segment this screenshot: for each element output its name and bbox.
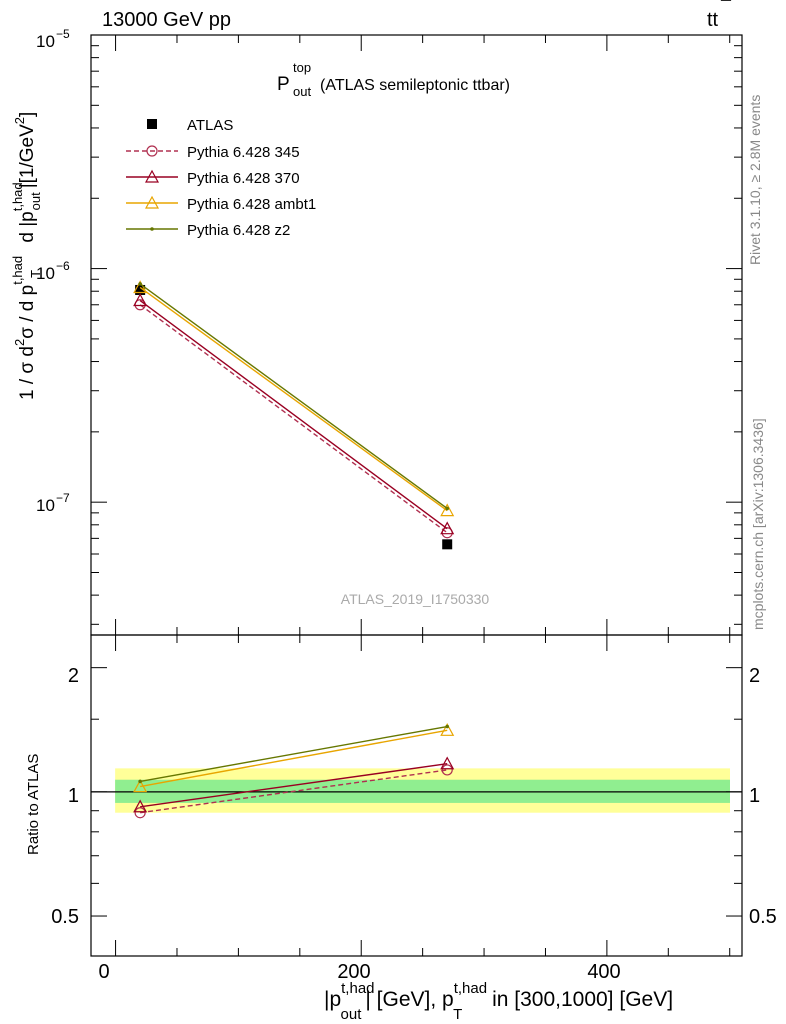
axis-ticks <box>91 34 742 956</box>
series-3-main-point <box>133 280 148 294</box>
svg-text:10: 10 <box>36 264 55 283</box>
series-4-main-point <box>445 506 450 511</box>
series-4-main-line <box>139 283 448 510</box>
series-3-ratio-point <box>440 723 455 736</box>
series-2-ratio-point <box>133 799 148 813</box>
svg-text:−6: −6 <box>56 259 70 273</box>
ratio-y-tick-label-right: 2 <box>749 665 760 687</box>
ratio-plot-frame <box>90 634 743 957</box>
svg-text:top: top <box>293 60 311 75</box>
series-3-main-point <box>440 503 455 517</box>
series-4-ratio-point <box>138 779 142 784</box>
series-2-ratio-line <box>140 763 448 808</box>
series-1-ratio-line <box>140 769 448 814</box>
legend-marker <box>144 169 160 183</box>
svg-text:¯: ¯ <box>720 0 732 18</box>
legend-label-370: Pythia 6.428 370 <box>187 170 300 187</box>
legend-marker <box>147 119 157 129</box>
legend-marker <box>150 227 154 231</box>
series-4-ratio-line <box>140 725 448 783</box>
svg-text:10: 10 <box>36 32 55 51</box>
collision-label: 13000 GeV pp <box>102 9 231 31</box>
series-2-main-point <box>133 293 148 307</box>
process-label: tt ¯ <box>707 0 732 31</box>
legend-label-z2: Pythia 6.428 z2 <box>187 222 290 239</box>
series-1-ratio-point <box>134 807 146 819</box>
analysis-watermark: ATLAS_2019_I1750330 <box>341 591 490 607</box>
svg-text:−7: −7 <box>56 491 70 505</box>
svg-text:out: out <box>293 84 311 99</box>
main-y-axis-title: 1 / σ d2σ / d pt,had T d |pt,had out|[1/Ge… <box>10 112 43 400</box>
series-0-main-point <box>442 539 453 550</box>
svg-text:(ATLAS semileptonic ttbar): (ATLAS semileptonic ttbar) <box>320 77 510 94</box>
legend-label-345: Pythia 6.428 345 <box>187 144 300 161</box>
x-tick-label: 0 <box>98 961 109 983</box>
ratio-y-axis-title: Ratio to ATLAS <box>25 754 42 855</box>
series-2-main-line <box>139 299 448 530</box>
series-1-main-line <box>139 304 448 534</box>
main-y-tick-label: 10 −5 <box>36 27 70 51</box>
series-3-ratio-point <box>133 779 148 793</box>
legend-marker <box>146 145 158 157</box>
svg-text:tt: tt <box>707 9 719 31</box>
svg-text:P: P <box>277 74 290 95</box>
x-axis-title: |pt,had out| [GeV], pt,had T in [300,1000]… <box>324 980 673 1023</box>
series-3-main-line <box>139 286 448 512</box>
ratio-y-tick-label-right: 1 <box>749 785 760 807</box>
series-4-ratio-point <box>445 724 450 729</box>
series-2-ratio-point <box>440 756 455 770</box>
svg-text:−5: −5 <box>56 27 70 41</box>
series-4-main-point <box>138 282 142 286</box>
x-tick-label: 200 <box>337 961 370 983</box>
ratio-y-tick-label: 0.5 <box>51 906 79 928</box>
series-2-main-point <box>440 521 455 535</box>
ratio-y-tick-label-right: 0.5 <box>749 906 777 928</box>
ratio-y-tick-label: 2 <box>68 665 79 687</box>
svg-text:10: 10 <box>36 496 55 515</box>
series-3-ratio-line <box>140 729 448 788</box>
legend-label-atlas: ATLAS <box>187 117 233 134</box>
legend-label-ambt1: Pythia 6.428 ambt1 <box>187 196 316 213</box>
ratio-y-tick-label: 1 <box>68 785 79 807</box>
ratio-uncertainty-bands <box>91 768 742 813</box>
legend: ATLAS Pythia 6.428 345 Pythia 6.428 370 … <box>126 117 316 239</box>
plot-title: P top out (ATLAS semileptonic ttbar) <box>277 60 510 99</box>
series-1-ratio-point <box>441 764 453 776</box>
series-group <box>133 280 455 819</box>
main-y-tick-label: 10 −7 <box>36 491 70 515</box>
x-tick-label: 400 <box>587 961 620 983</box>
mcplots-label: mcplots.cern.ch [arXiv:1306.3436] <box>750 418 766 630</box>
legend-marker <box>144 195 160 209</box>
rivet-label: Rivet 3.1.10, ≥ 2.8M events <box>747 95 763 265</box>
series-0-main-point <box>135 284 146 295</box>
main-y-tick-label: 10 −6 <box>36 259 70 283</box>
